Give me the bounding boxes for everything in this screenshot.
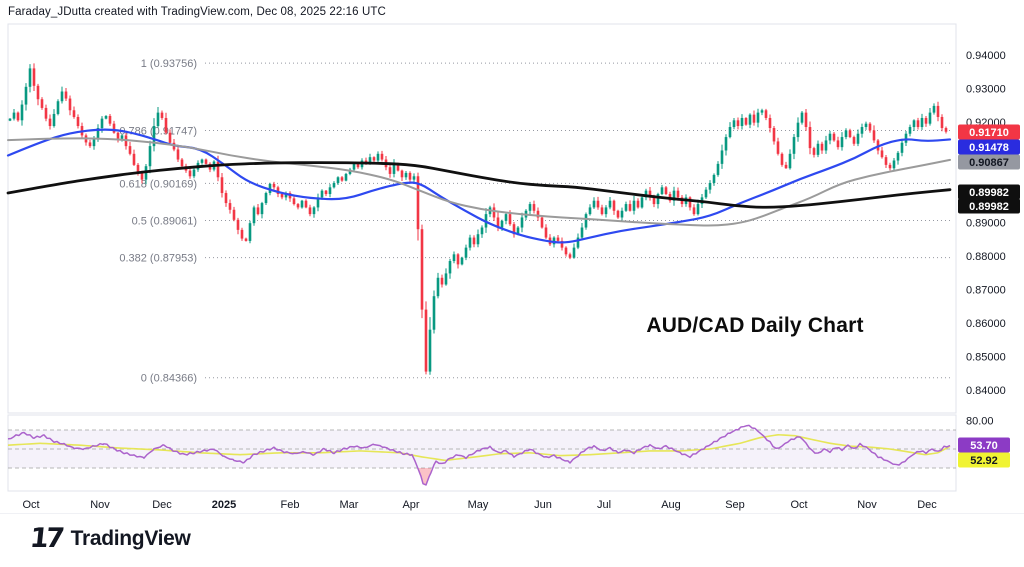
axis-badge-value: 52.92 (970, 455, 998, 467)
price-tick-label: 0.84000 (966, 385, 1006, 397)
fib-level-label: 0 (0.84366) (141, 373, 197, 385)
time-axis[interactable]: Oct Nov Dec 2025 Feb Mar Apr May Jun Jul Aug Sep Oct… (22, 499, 937, 511)
ma-slow-black (6, 161, 952, 209)
time-axis-label: Feb (281, 499, 300, 511)
axis-badge (958, 124, 1020, 140)
axis-badge (958, 437, 1010, 453)
axis-badge (958, 198, 1020, 214)
fib-retracement: 1 (0.93756)0.786 (0.91747)0.618 (0.90169… (119, 58, 952, 385)
time-axis-label: Sep (725, 499, 745, 511)
time-axis-label: Apr (402, 499, 419, 511)
price-tick-label: 0.94000 (966, 50, 1006, 62)
price-tick-label: 0.87000 (966, 285, 1006, 297)
axis-badge-value: 0.90867 (969, 157, 1009, 169)
time-axis-label: May (468, 499, 489, 511)
rsi-oversold-fill (418, 468, 431, 485)
axis-badge (958, 184, 1020, 200)
fib-level-label: 1 (0.93756) (141, 58, 197, 70)
rsi-line (7, 424, 951, 486)
axis-badge-value: 0.89982 (969, 201, 1009, 213)
time-axis-label: Nov (90, 499, 110, 511)
ma-mid-gray (7, 137, 951, 227)
price-tick-label: 0.93000 (966, 84, 1006, 96)
candlestick-series (8, 63, 948, 375)
fib-level-label: 0.618 (0.90169) (119, 178, 197, 190)
axis-badge-value: 53.70 (970, 440, 998, 452)
rsi-tick-label: 80.00 (966, 416, 994, 428)
price-tick-label: 0.89000 (966, 218, 1006, 230)
time-axis-label: Mar (340, 499, 359, 511)
time-axis-label: Oct (790, 499, 807, 511)
time-axis-label: Aug (661, 499, 681, 511)
price-tick-label: 0.88000 (966, 251, 1006, 263)
fib-level-label: 0.382 (0.87953) (119, 253, 197, 265)
axis-badge (958, 154, 1020, 170)
axis-badge-value: 0.89982 (969, 187, 1009, 199)
axis-badge (958, 452, 1010, 468)
time-axis-label: Nov (857, 499, 877, 511)
tradingview-logo[interactable]: 17 TradingView (28, 523, 191, 554)
chart-watermark-label: AUD/CAD Daily Chart (646, 314, 864, 337)
price-tick-label: 0.85000 (966, 352, 1006, 364)
time-axis-label: Jun (534, 499, 552, 511)
time-axis-label: 2025 (212, 499, 236, 511)
time-axis-label: Dec (152, 499, 172, 511)
price-tick-label: 0.86000 (966, 318, 1006, 330)
time-axis-label: Jul (597, 499, 611, 511)
time-axis-label: Oct (22, 499, 39, 511)
axis-badge-value: 0.91710 (969, 127, 1009, 139)
time-axis-label: Dec (917, 499, 937, 511)
footer-bar: 17 TradingView (0, 514, 1024, 567)
axis-badge-value: 0.91478 (969, 142, 1009, 154)
fib-level-label: 0.5 (0.89061) (132, 215, 197, 227)
rsi-pane[interactable] (7, 424, 956, 486)
tradingview-brand-text: TradingView (70, 526, 191, 550)
chart-attribution-title: Faraday_JDutta created with TradingView.… (8, 6, 386, 18)
price-axis[interactable]: 0.940000.930000.920000.890000.880000.870… (958, 50, 1020, 468)
axis-badge (958, 139, 1020, 155)
tradingview-logo-icon: 17 (28, 523, 64, 554)
